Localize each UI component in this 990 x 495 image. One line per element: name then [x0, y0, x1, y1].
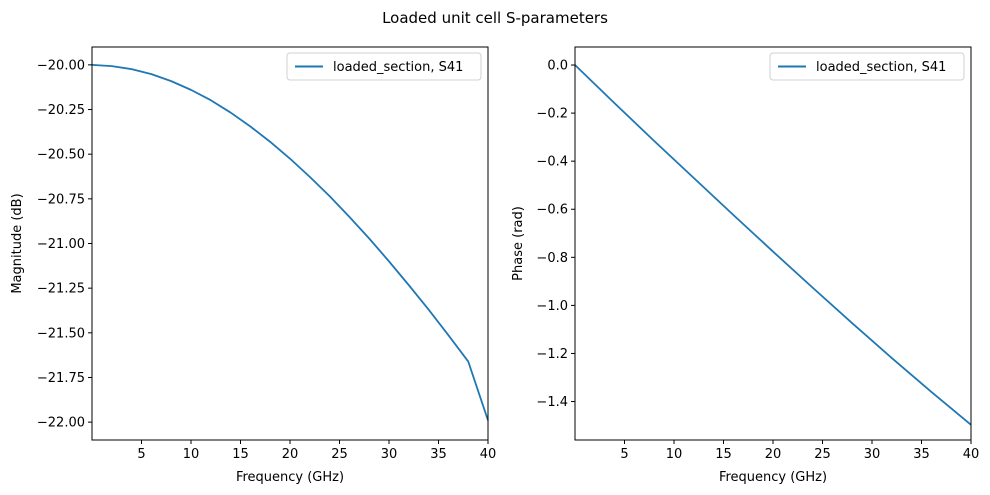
phase-y-axis-label: Phase (rad) — [511, 206, 526, 281]
magnitude-y-tick-label: −21.00 — [37, 237, 85, 252]
phase-y-tick-label: −1.0 — [536, 299, 568, 314]
phase-y-tick-label: −0.2 — [536, 107, 568, 122]
magnitude-y-tick-label: −20.00 — [37, 58, 85, 73]
phase-x-tick-label: 35 — [913, 447, 930, 462]
phase-y-tick-label: 0.0 — [547, 59, 568, 74]
magnitude-x-tick-label: 10 — [183, 447, 200, 462]
magnitude-y-axis-label: Magnitude (dB) — [10, 193, 25, 293]
magnitude-x-tick-label: 30 — [381, 447, 398, 462]
phase-x-tick-label: 40 — [963, 447, 980, 462]
magnitude-x-axis-label: Frequency (GHz) — [236, 470, 344, 485]
phase-x-tick-label: 10 — [666, 447, 683, 462]
magnitude-series-line — [91, 63, 489, 421]
phase-y-tick-label: −0.6 — [536, 203, 568, 218]
magnitude-y-tick-label: −22.00 — [37, 416, 85, 431]
magnitude-y-tick-label: −21.75 — [37, 371, 85, 386]
phase-plot-frame — [574, 46, 972, 441]
magnitude-x-tick-label: 20 — [282, 447, 299, 462]
phase-x-tick-label: 20 — [765, 447, 782, 462]
magnitude-plot-frame — [91, 46, 489, 441]
magnitude-x-tick-label: 40 — [480, 447, 497, 462]
magnitude-legend: loaded_section, S41 — [286, 52, 482, 81]
phase-x-tick-label: 5 — [620, 447, 628, 462]
phase-y-tick-label: −1.4 — [536, 395, 568, 410]
phase-x-axis-label: Frequency (GHz) — [719, 470, 827, 485]
figure-title: Loaded unit cell S-parameters — [382, 9, 608, 27]
phase-legend-label: loaded_section, S41 — [816, 60, 946, 75]
magnitude-x-tick-label: 5 — [137, 447, 145, 462]
magnitude-y-tick-label: −21.25 — [37, 282, 85, 297]
magnitude-x-tick-label: 25 — [331, 447, 348, 462]
phase-series-line — [574, 64, 972, 426]
phase-x-tick-label: 25 — [814, 447, 831, 462]
phase-legend: loaded_section, S41 — [769, 52, 965, 81]
magnitude-y-tick-label: −20.75 — [37, 192, 85, 207]
phase-x-tick-label: 30 — [864, 447, 881, 462]
phase-y-tick-label: −0.4 — [536, 155, 568, 170]
magnitude-y-tick-label: −20.50 — [37, 148, 85, 163]
magnitude-legend-label: loaded_section, S41 — [333, 60, 463, 75]
magnitude-chart: 5 10 15 20 25 30 35 40 −20.00 −20.25 −20.50 −20.75 −… — [10, 46, 497, 485]
magnitude-y-tick-label: −21.50 — [37, 326, 85, 341]
phase-y-tick-label: −0.8 — [536, 251, 568, 266]
magnitude-x-tick-label: 35 — [430, 447, 447, 462]
magnitude-y-tick-label: −20.25 — [37, 103, 85, 118]
phase-y-tick-label: −1.2 — [536, 347, 568, 362]
phase-chart: 5 10 15 20 25 30 35 40 0.0 −0.2 −0.4 −0.6 −0.8 −1.0 −1… — [511, 46, 980, 485]
magnitude-x-tick-label: 15 — [232, 447, 249, 462]
phase-x-tick-label: 15 — [715, 447, 732, 462]
